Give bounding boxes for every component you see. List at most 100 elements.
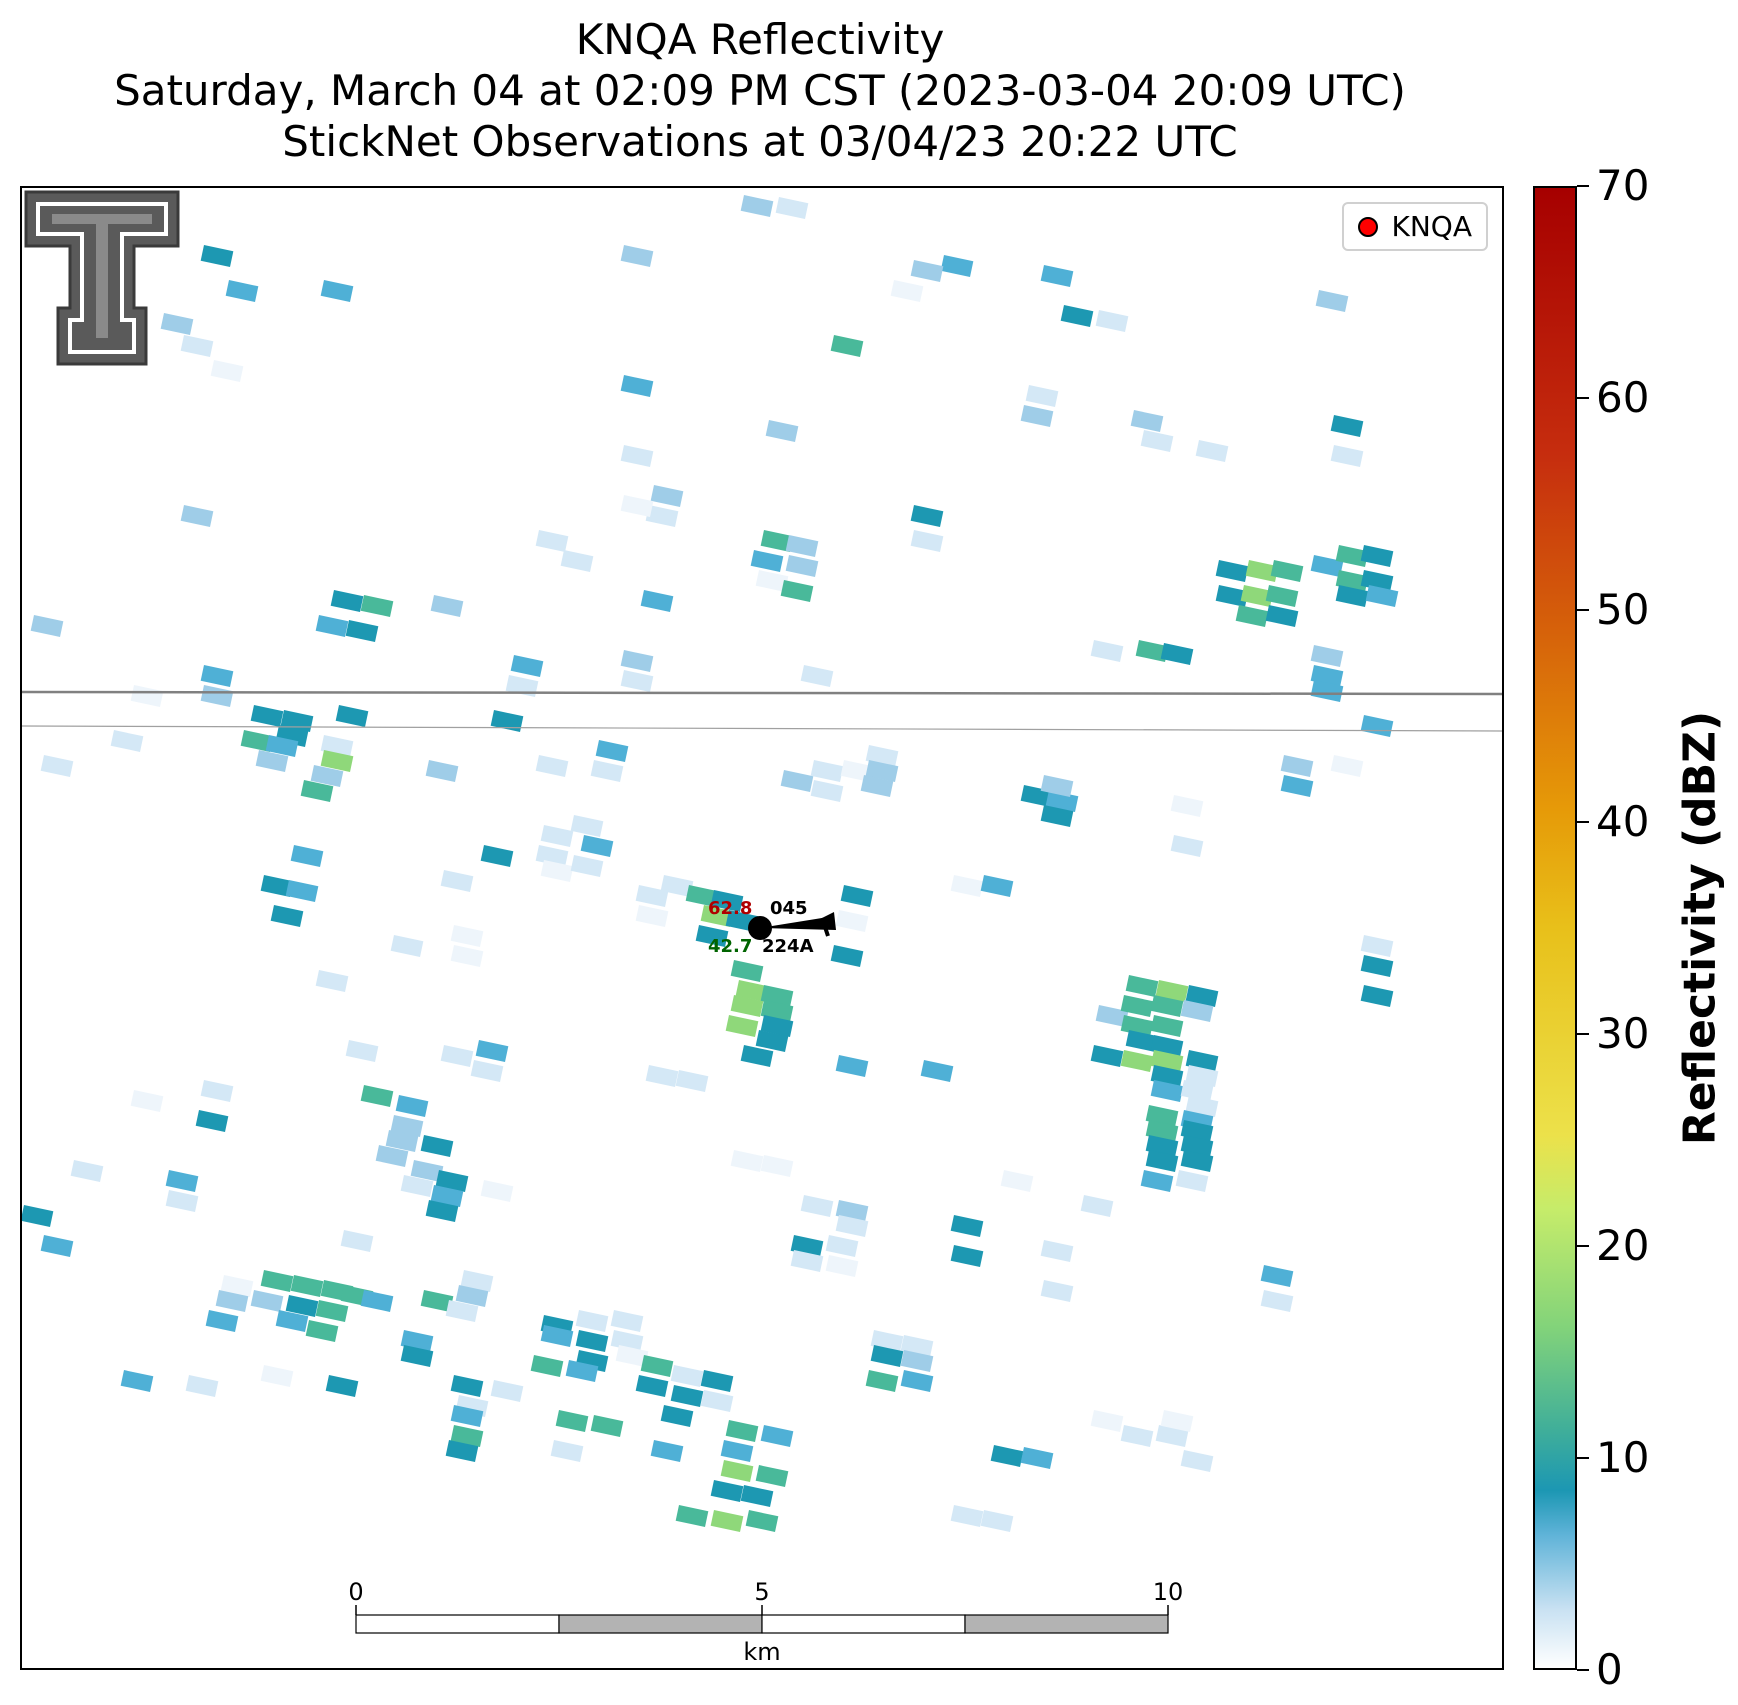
reflectivity-pixel [910,260,944,282]
reflectivity-pixel [360,1290,394,1312]
reflectivity-pixel [425,760,459,782]
reflectivity-pixel [635,905,669,927]
radar-site-marker-icon [1357,216,1378,237]
reflectivity-pixel [810,760,844,782]
reflectivity-pixel [1360,955,1394,977]
reflectivity-pixel [490,1380,524,1402]
colorbar-tick [1577,821,1589,823]
radar-map[interactable]: 62.8 045 42.7 224A 0 5 10 km KNQA [20,186,1504,1670]
reflectivity-pixel [900,1370,934,1392]
colorbar-title: Reflectivity (dBZ) [1674,710,1726,1146]
reflectivity-pixel [285,880,319,902]
colorbar-tick [1577,1033,1589,1035]
reflectivity-pixel [1145,1150,1179,1172]
reflectivity-pixel [700,1390,734,1412]
reflectivity-pixel [775,197,809,219]
reflectivity-pixel [1150,995,1184,1017]
reflectivity-pixel [785,535,819,557]
reflectivity-pixel [830,335,864,357]
reflectivity-pixel [695,925,729,947]
reflectivity-pixel [200,685,234,707]
reflectivity-pixel [940,255,974,277]
title-line-2: Saturday, March 04 at 02:09 PM CST (2023… [114,66,1406,115]
reflectivity-pixel [1090,1410,1124,1432]
reflectivity-pixel [740,195,774,217]
reflectivity-pixel [980,875,1014,897]
reflectivity-pixel [760,1015,794,1037]
reflectivity-pixel [215,1290,249,1312]
scalebar-label-0: 0 [348,1578,363,1606]
reflectivity-pixel [1310,645,1344,667]
reflectivity-pixel [1175,1170,1209,1192]
reflectivity-pixel [745,1510,779,1532]
reflectivity-pixel [560,550,594,572]
reflectivity-pixel [1130,410,1164,432]
reflectivity-pixel [835,1055,869,1077]
reflectivity-pixel [810,780,844,802]
reflectivity-pixel [200,665,234,687]
reflectivity-pixel [285,1295,319,1317]
reflectivity-pixel [590,1415,624,1437]
reflectivity-pixel [510,655,544,677]
reflectivity-pixel [450,925,484,947]
colorbar-tick [1577,397,1589,399]
reflectivity-pixel [200,245,234,267]
reflectivity-pixel [650,1440,684,1462]
reflectivity-pixel [450,1405,484,1427]
reflectivity-pixel [330,590,364,612]
reflectivity-pixel [345,1040,379,1062]
reflectivity-pixel [335,705,369,727]
reflectivity-pixel [455,1285,489,1307]
title-line-1: KNQA Reflectivity [575,15,945,64]
reflectivity-pixel [1265,605,1299,627]
reflectivity-pixel [275,1310,309,1332]
reflectivity-pixel [1180,1150,1214,1172]
reflectivity-pixel [540,1325,574,1347]
reflectivity-pixel [480,845,514,867]
reflectivity-pixel [1125,1030,1159,1052]
reflectivity-pixel [240,730,274,752]
reflectivity-pixel [620,495,654,517]
station-dewpoint: 42.7 [708,936,752,957]
reflectivity-pixel [700,905,734,927]
reflectivity-pixel [1335,545,1369,567]
reflectivity-pixel [120,1370,154,1392]
reflectivity-pixel [910,530,944,552]
reflectivity-pixel [620,375,654,397]
radar-reflectivity-layer: 62.8 045 42.7 224A 0 5 10 km [22,195,1502,1666]
reflectivity-pixel [1060,305,1094,327]
reflectivity-pixel [1245,560,1279,582]
reflectivity-pixel [645,1065,679,1087]
reflectivity-pixel [160,313,194,335]
reflectivity-pixel [615,1345,649,1367]
reflectivity-pixel [640,590,674,612]
reflectivity-pixel [760,1155,794,1177]
reflectivity-pixel [660,875,694,897]
reflectivity-pixel [730,960,764,982]
reflectivity-pixel [660,1405,694,1427]
reflectivity-pixel [290,845,324,867]
reflectivity-pixel [1215,560,1249,582]
reflectivity-pixel [360,595,394,617]
colorbar-tick [1577,609,1589,611]
reflectivity-pixel [830,945,864,967]
reflectivity-pixel [165,1170,199,1192]
reflectivity-pixel [1360,545,1394,567]
reflectivity-pixel [1090,1045,1124,1067]
reflectivity-pixel [1180,1450,1214,1472]
reflectivity-pixel [260,1365,294,1387]
colorbar-tick-label: 20 [1596,1221,1650,1270]
reflectivity-pixel [345,620,379,642]
station-id: 224A [762,936,814,957]
reflectivity-pixel [835,910,869,932]
reflectivity-pixel [530,1355,564,1377]
reflectivity-pixel [1180,1000,1214,1022]
reflectivity-pixel [950,1505,984,1527]
reflectivity-pixel [640,1355,674,1377]
reflectivity-pixel [180,335,214,357]
reflectivity-pixel [1335,585,1369,607]
reflectivity-pixel [1000,1170,1034,1192]
colorbar-tick-label: 60 [1596,373,1650,422]
reflectivity-pixel [1360,715,1394,737]
boundary-line-primary [22,690,1502,696]
